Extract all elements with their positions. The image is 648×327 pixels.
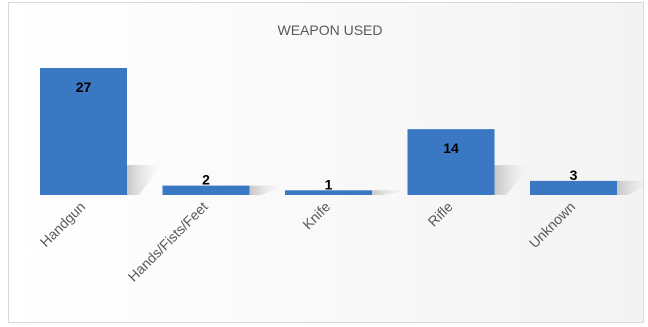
value-label-hands-fists-feet: 2 <box>202 172 210 188</box>
bar-shadow-unknown <box>617 180 648 195</box>
category-label-knife: Knife <box>299 198 333 232</box>
bar-hands-fists-feet <box>162 185 250 195</box>
value-label-handgun: 27 <box>76 79 92 95</box>
bar-handgun <box>40 68 127 195</box>
category-label-rifle: Rifle <box>425 198 456 229</box>
category-label-handgun: Handgun <box>37 198 88 249</box>
category-labels-group: Handgun Hands/Fists/Feet Knife Rifle Unknown <box>37 198 578 284</box>
bar-knife <box>285 190 372 195</box>
value-labels-group: 27 2 1 14 3 <box>76 79 578 192</box>
category-label-unknown: Unknown <box>526 198 579 251</box>
bar-rifle <box>407 129 495 195</box>
value-label-knife: 1 <box>325 176 333 192</box>
bar-shadow-rifle <box>494 165 530 195</box>
bar-shadow-hands-fists-feet <box>249 185 285 195</box>
value-label-unknown: 3 <box>570 167 578 183</box>
bar-shadow-knife <box>372 190 407 195</box>
bar-shadows <box>127 165 648 195</box>
bar-shadow-handgun <box>127 165 162 195</box>
chart-title: WEAPON USED <box>277 22 382 38</box>
bars-group <box>40 68 617 195</box>
category-label-hands-fists-feet: Hands/Fists/Feet <box>125 198 211 284</box>
bar-unknown <box>530 180 617 195</box>
value-label-rifle: 14 <box>443 140 459 156</box>
